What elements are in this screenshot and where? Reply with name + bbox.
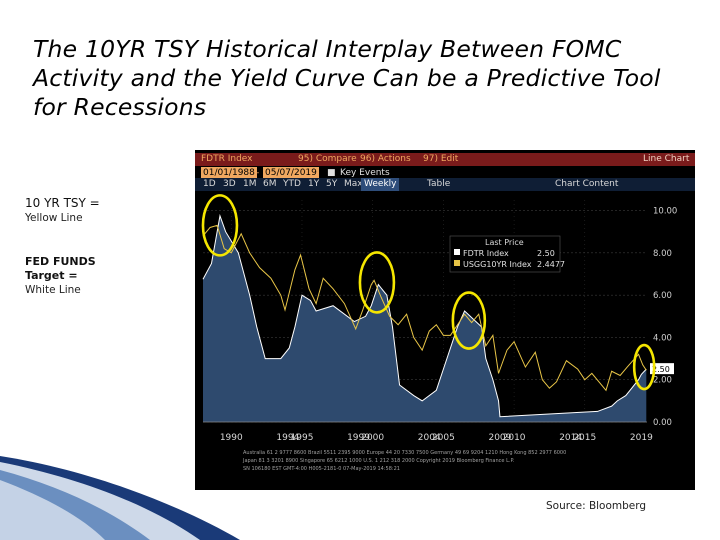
source-note: Source: Bloomberg xyxy=(546,500,647,512)
legend-name-0: FDTR Index xyxy=(463,249,509,258)
line-chart: 0.00 2.00 4.00 6.00 8.00 10.00 Last Price FDTR … xyxy=(201,194,677,472)
range-bar: 1D 3D 1M 6M YTD 1Y 5Y Max Weekly Table C… xyxy=(195,178,695,191)
tsy-label: 10 YR TSY = xyxy=(25,196,100,210)
date-separator: - xyxy=(256,168,260,178)
x-tick-label-8: 2010 xyxy=(503,433,526,443)
range-6m[interactable]: 6M xyxy=(263,179,277,189)
title-line-3: for Recessions xyxy=(33,93,207,121)
chart-content-button[interactable]: Chart Content xyxy=(555,179,619,189)
x-tick-label-11: 2019 xyxy=(630,433,653,443)
x-tick-label-9: 2014 xyxy=(559,433,582,443)
y-tick-label-4: 8.00 xyxy=(653,249,672,259)
y-tick-label-0: 0.00 xyxy=(653,418,672,428)
range-5y[interactable]: 5Y xyxy=(326,179,338,189)
highlight-circle-3 xyxy=(632,343,656,391)
ff-color-label: White Line xyxy=(25,284,81,296)
start-date-field[interactable]: 01/01/1988 xyxy=(201,167,257,180)
x-tick-label-1: 1994 xyxy=(276,433,299,443)
slide-title: The 10YR TSY Historical Interplay Betwee… xyxy=(33,35,693,122)
edit-button[interactable]: 97) Edit xyxy=(423,154,459,164)
x-tick-label-6: 2005 xyxy=(432,433,455,443)
footer-line-2: SN 106180 EST GMT-4:00 H005-2181-0 07-Ma… xyxy=(243,466,400,472)
range-ytd[interactable]: YTD xyxy=(283,179,301,189)
terminal-toolbar: FDTR Index 95) Compare 96) Actions 97) E… xyxy=(195,153,695,166)
range-max[interactable]: Max xyxy=(344,179,363,189)
ticker-field[interactable]: FDTR Index xyxy=(201,154,253,164)
legend-value-1: 2.4477 xyxy=(537,260,565,269)
frequency-dropdown[interactable]: Weekly xyxy=(361,178,400,191)
date-range-bar: 01/01/1988 - 05/07/2019 ■ Key Events xyxy=(195,167,695,180)
treasury-10y-line xyxy=(202,224,647,392)
x-tick-label-3: 1999 xyxy=(347,433,370,443)
last-value-tag-bg xyxy=(650,363,674,375)
fed-funds-line xyxy=(202,213,647,418)
bloomberg-terminal: 0.00 2.00 4.00 6.00 8.00 10.00 Last Price FDTR … xyxy=(195,150,695,490)
title-line-1: The 10YR TSY Historical Interplay Betwee… xyxy=(33,35,622,63)
ff-label: FED FUNDS xyxy=(25,255,96,268)
footer-line-0: Australia 61 2 9777 8600 Brazil 5511 239… xyxy=(243,450,566,456)
y-tick-label-1: 2.00 xyxy=(653,376,672,386)
x-tick-label-0: 1990 xyxy=(220,433,243,443)
highlight-circle-1 xyxy=(358,251,396,314)
highlight-circle-0 xyxy=(201,194,239,257)
legend-title: Last Price xyxy=(485,238,524,247)
last-value-tag: 2.50 xyxy=(652,365,670,374)
tsy-color-label: Yellow Line xyxy=(25,212,83,224)
x-tick-label-7: 2009 xyxy=(488,433,511,443)
key-events-toggle[interactable]: Key Events xyxy=(340,168,390,178)
range-1y[interactable]: 1Y xyxy=(308,179,320,189)
chart-type-label: Line Chart xyxy=(643,154,690,164)
y-tick-label-5: 10.00 xyxy=(653,207,677,217)
compare-button[interactable]: 95) Compare xyxy=(298,154,357,164)
x-tick-label-10: 2015 xyxy=(573,433,596,443)
ff-legend-note: FED FUNDS Target = White Line xyxy=(25,255,96,297)
highlight-circle-2 xyxy=(451,291,487,350)
legend-swatch-0 xyxy=(454,249,460,255)
legend-name-1: USGG10YR Index xyxy=(463,260,532,269)
legend-box xyxy=(449,235,561,273)
end-date-field[interactable]: 05/07/2019 xyxy=(263,167,319,180)
x-tick-label-2: 1995 xyxy=(291,433,314,443)
range-1d[interactable]: 1D xyxy=(203,179,216,189)
footer-line-1: Japan 81 3 3201 8900 Singapore 65 6212 1… xyxy=(242,458,515,464)
legend-value-0: 2.50 xyxy=(537,249,555,258)
y-tick-label-2: 4.00 xyxy=(653,333,672,343)
title-line-2: Activity and the Yield Curve Can be a Pr… xyxy=(33,64,661,92)
legend-swatch-1 xyxy=(454,260,460,266)
range-1m[interactable]: 1M xyxy=(243,179,257,189)
table-button[interactable]: Table xyxy=(427,179,451,189)
actions-button[interactable]: 96) Actions xyxy=(360,154,411,164)
fed-funds-area xyxy=(203,215,647,422)
key-events-icon: ■ xyxy=(327,168,336,178)
tsy-legend-note: 10 YR TSY = Yellow Line xyxy=(25,196,100,225)
range-3d[interactable]: 3D xyxy=(223,179,236,189)
x-tick-label-5: 2004 xyxy=(418,433,441,443)
x-tick-label-4: 2000 xyxy=(361,433,384,443)
ff-label-2: Target = xyxy=(25,269,78,282)
y-tick-label-3: 6.00 xyxy=(653,291,672,301)
